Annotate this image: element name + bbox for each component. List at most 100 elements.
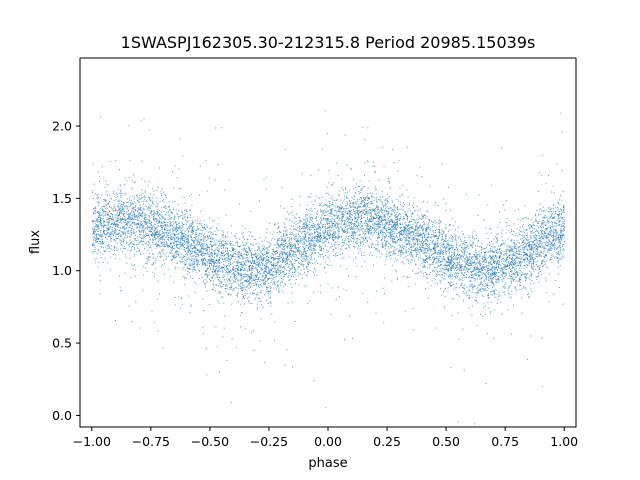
data-point (222, 249, 224, 251)
data-point (339, 296, 341, 298)
data-point (557, 202, 559, 203)
data-point (95, 229, 97, 231)
data-point (276, 247, 278, 249)
data-point (477, 260, 479, 262)
data-point (436, 243, 438, 245)
data-point (381, 224, 383, 226)
data-point (406, 239, 408, 241)
data-point (409, 233, 411, 235)
data-point (201, 253, 203, 255)
data-point (539, 240, 541, 242)
data-point (479, 288, 481, 290)
data-point (218, 276, 220, 278)
data-point (306, 245, 308, 247)
data-point (120, 236, 122, 238)
data-point (444, 246, 446, 247)
data-point (193, 241, 195, 243)
data-point (197, 256, 199, 258)
data-point (173, 242, 175, 244)
data-point (532, 267, 534, 269)
data-point (555, 238, 557, 240)
data-point (318, 228, 320, 230)
data-point (155, 244, 157, 246)
data-point (115, 192, 117, 194)
data-point (277, 267, 279, 269)
data-point (180, 248, 182, 250)
data-point (401, 261, 403, 263)
data-point (548, 273, 550, 275)
data-point (256, 255, 258, 257)
data-point (298, 216, 299, 218)
data-point (279, 205, 281, 207)
data-point (428, 229, 430, 231)
data-point (263, 259, 265, 260)
data-point (130, 234, 132, 236)
data-point (446, 268, 448, 270)
data-point (428, 234, 430, 236)
data-point (347, 211, 349, 213)
data-point (237, 271, 238, 273)
data-point (408, 228, 410, 230)
data-point (169, 218, 171, 220)
data-point (544, 255, 546, 257)
data-point (179, 243, 181, 245)
data-point (142, 212, 143, 214)
data-point (305, 223, 307, 225)
data-point (377, 209, 379, 211)
data-point (380, 215, 382, 217)
data-point (215, 248, 217, 250)
data-point (296, 240, 298, 242)
data-point (428, 257, 430, 259)
data-point (515, 288, 517, 290)
data-point (557, 237, 559, 239)
data-point (353, 199, 355, 201)
data-point (240, 253, 242, 255)
data-point (134, 231, 136, 233)
data-point (384, 232, 386, 234)
data-point (285, 252, 287, 254)
data-point (124, 220, 126, 222)
data-point (147, 226, 149, 228)
data-point (150, 223, 152, 225)
data-point (319, 244, 321, 246)
data-point (338, 217, 340, 219)
data-point (158, 246, 160, 248)
data-point (374, 222, 376, 224)
data-point (176, 213, 178, 215)
data-point (113, 192, 114, 194)
data-point (517, 235, 519, 237)
data-point (484, 253, 486, 255)
data-point (495, 238, 497, 239)
data-point (244, 288, 246, 290)
data-point (119, 258, 121, 260)
data-point (124, 248, 126, 249)
data-point (551, 229, 553, 231)
data-point (223, 260, 225, 262)
data-point (378, 219, 380, 221)
data-point (377, 226, 379, 228)
data-point (542, 234, 544, 235)
data-point (248, 299, 250, 301)
data-point (515, 265, 517, 267)
data-point (463, 369, 465, 371)
data-point (217, 270, 219, 271)
data-point (315, 217, 317, 219)
data-point (141, 178, 143, 180)
data-point (121, 201, 123, 202)
data-point (401, 205, 403, 207)
data-point (493, 262, 495, 264)
data-point (519, 270, 521, 272)
data-point (183, 248, 185, 250)
data-point (417, 234, 419, 236)
data-point (402, 218, 404, 220)
data-point (439, 229, 441, 231)
data-point (334, 233, 336, 235)
data-point (144, 233, 146, 235)
data-point (540, 254, 542, 256)
data-point (209, 231, 211, 233)
data-point (189, 262, 191, 264)
data-point (165, 226, 167, 228)
data-point (415, 222, 417, 224)
data-point (338, 219, 340, 221)
data-point (493, 263, 495, 265)
